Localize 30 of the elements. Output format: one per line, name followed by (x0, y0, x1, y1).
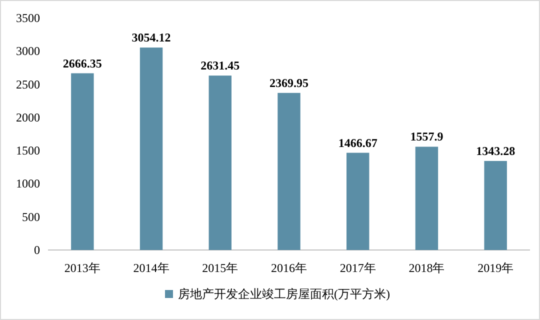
data-label: 1557.9 (410, 130, 444, 144)
y-tick-label: 500 (22, 210, 40, 224)
x-tick-label: 2019年 (478, 261, 514, 275)
bar (415, 146, 438, 250)
bar (484, 160, 507, 250)
y-tick-label: 3000 (16, 44, 40, 58)
x-tick-label: 2013年 (64, 261, 100, 275)
data-label: 2666.35 (62, 56, 102, 70)
data-label: 3054.12 (132, 30, 171, 45)
y-tick-label: 1500 (16, 144, 40, 158)
data-label: 1343.28 (476, 144, 516, 158)
y-tick-label: 3500 (16, 11, 40, 25)
bar (346, 152, 370, 250)
x-tick-label: 2016年 (271, 261, 307, 275)
data-label: 2631.45 (200, 58, 240, 73)
data-label: 2369.95 (270, 76, 308, 90)
bar (71, 73, 94, 250)
bar (278, 92, 300, 250)
y-tick-label: 2000 (16, 110, 40, 124)
bar (140, 48, 163, 250)
x-tick-label: 2015年 (202, 261, 238, 275)
data-label: 1466.67 (338, 136, 378, 150)
x-tick-label: 2017年 (340, 261, 376, 275)
y-tick-label: 1000 (16, 176, 40, 191)
x-tick-label: 2014年 (133, 261, 170, 275)
y-tick-label: 2500 (16, 77, 40, 92)
y-tick-label: 0 (34, 243, 40, 257)
bar (208, 76, 232, 250)
legend-label: 房地产开发企业竣工房屋面积(万平方米) (178, 287, 390, 301)
x-tick-label: 2018年 (408, 261, 445, 275)
